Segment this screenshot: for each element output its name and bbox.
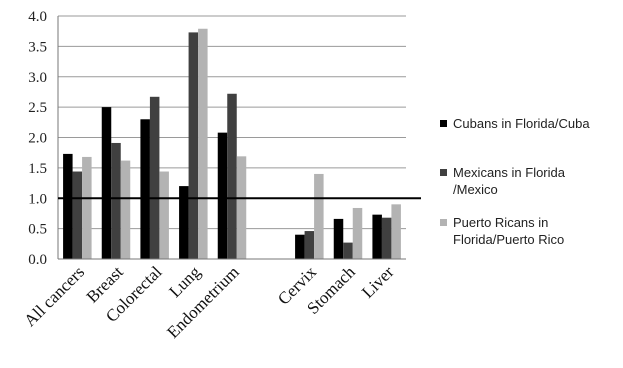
y-tick-label: 2.0	[28, 131, 47, 147]
bar	[314, 173, 324, 259]
y-tick-label: 0.0	[28, 252, 47, 268]
legend-item-cubans: Cubans in Florida/Cuba	[440, 115, 590, 132]
y-tick-label: 3.5	[28, 39, 47, 55]
legend-label-cubans: Cubans in Florida/Cuba	[453, 116, 590, 131]
bar	[333, 218, 344, 259]
x-tick-label: Liver	[358, 262, 398, 302]
bar	[198, 28, 208, 259]
bar	[82, 156, 92, 259]
y-axis-ticks: 0.0 0.5 1.0 1.5 2.0 2.5 3.0 3.5 4.0	[28, 9, 47, 268]
legend-swatch-cubans	[440, 120, 447, 127]
bar	[343, 242, 353, 259]
bar	[381, 217, 392, 259]
bar	[140, 119, 150, 260]
bar	[149, 96, 160, 259]
axes	[57, 16, 421, 260]
y-tick-label: 1.0	[28, 191, 47, 207]
legend-item-mexicans: Mexicans in Florida /Mexico	[440, 164, 565, 198]
bar	[159, 171, 169, 259]
legend-label-mexicans: Mexicans in Florida /Mexico	[453, 165, 565, 197]
y-tick-label: 3.0	[28, 70, 47, 86]
x-tick-label: Endometrium	[163, 262, 243, 342]
y-tick-label: 4.0	[28, 9, 47, 25]
y-tick-label: 1.5	[28, 161, 47, 177]
legend-swatch-puerto-ricans	[440, 219, 447, 226]
legend-swatch-mexicans	[440, 169, 447, 176]
bar	[179, 186, 189, 259]
bars	[63, 28, 401, 260]
y-tick-label: 0.5	[28, 222, 47, 238]
bar	[111, 142, 121, 259]
bar	[72, 171, 83, 259]
bar	[295, 234, 305, 259]
bar	[120, 160, 131, 259]
bar	[372, 214, 382, 259]
bar	[63, 153, 73, 259]
bar	[391, 204, 401, 259]
bar	[188, 32, 199, 260]
y-tick-label: 2.5	[28, 100, 47, 116]
bar	[101, 107, 112, 259]
bar	[227, 93, 237, 259]
legend-item-puerto-ricans: Puerto Ricans in Florida/Puerto Rico	[440, 214, 564, 248]
x-tick-label: All cancers	[20, 262, 88, 330]
legend-label-puerto-ricans: Puerto Ricans in Florida/Puerto Rico	[453, 215, 565, 247]
bar	[304, 231, 315, 259]
bar	[236, 156, 247, 259]
bar	[217, 132, 228, 259]
bar	[352, 207, 363, 259]
